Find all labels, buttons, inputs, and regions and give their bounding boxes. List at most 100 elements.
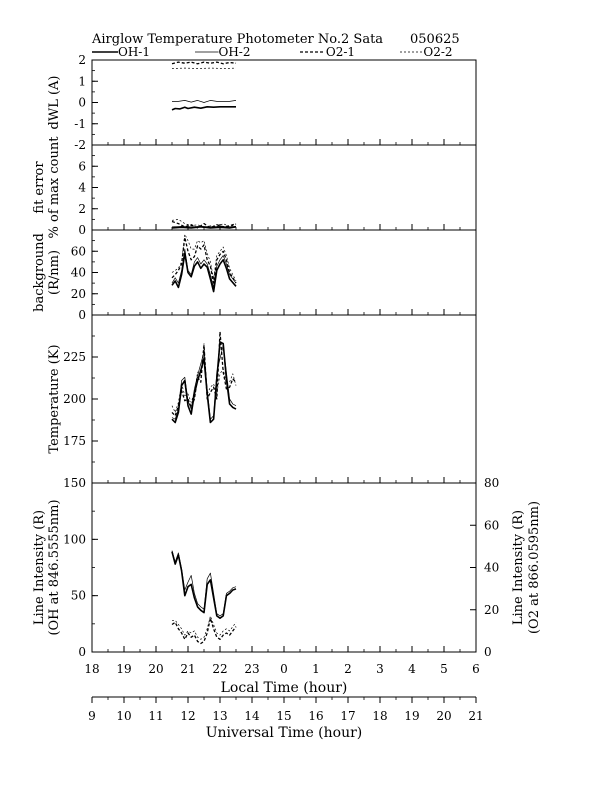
local-time-tick-label: 6: [472, 662, 480, 676]
y-tick-label: 0: [78, 223, 86, 237]
local-time-tick-label: 21: [180, 662, 195, 676]
panel-frame: [91, 482, 477, 653]
y-right-tick-label: 60: [484, 518, 499, 532]
legend-label-oh-1: OH-1: [118, 45, 150, 59]
y-tick-label: 200: [63, 392, 86, 406]
y-tick-label: 175: [63, 434, 86, 448]
universal-time-tick-label: 16: [308, 709, 323, 723]
y-right-axis-label: Line Intensity (R): [511, 510, 526, 625]
y-right-tick-label: 20: [484, 603, 499, 617]
y-tick-label: 100: [63, 532, 86, 546]
legend-label-bg: [118, 46, 152, 58]
series-o2-1: [171, 331, 237, 417]
series-o2-2: [171, 233, 237, 282]
universal-time-tick-label: 11: [148, 709, 163, 723]
chart-panels: -2 -1 0 1 2 dWL (A) 0 2 4 6 fit error% of max coun…: [32, 53, 542, 659]
universal-time-tick-label: 14: [244, 709, 260, 723]
y-axis-label-2: (OH at 846.5555nm): [47, 499, 62, 635]
legend-label-o2-1: O2-1: [326, 45, 355, 59]
y-tick-label: 0: [78, 308, 86, 322]
local-time-tick-label: 2: [344, 662, 352, 676]
y-tick-label: 60: [71, 244, 86, 258]
universal-time-tick-label: 17: [340, 709, 355, 723]
series-o2-2: [171, 343, 237, 413]
y-axis-label: dWL (A): [47, 76, 62, 130]
y-axis-label: background: [32, 233, 47, 312]
y-tick-label: 2: [78, 53, 86, 67]
y-axis-label: Line Intensity (R): [32, 510, 47, 625]
local-time-tick-label: 19: [116, 662, 131, 676]
local-time-tick-label: 1: [312, 662, 320, 676]
panel-frame: [91, 144, 477, 231]
series-oh-1: [171, 551, 237, 620]
panel-frame: [91, 314, 477, 484]
y-right-tick-label: 40: [484, 561, 499, 575]
y-tick-label: 0: [78, 96, 86, 110]
y-tick-label: 20: [71, 287, 86, 301]
universal-time-tick-label: 10: [116, 709, 131, 723]
legend-label-bg: [324, 46, 359, 58]
legend: OH-1 OH-2 O2-1 O2-2: [92, 45, 456, 59]
local-time-tick-label: 3: [376, 662, 384, 676]
series-oh-2: [172, 100, 237, 103]
local-time-tick-label: 20: [148, 662, 163, 676]
panel-frame: [91, 59, 477, 146]
local-time-axis-label: Local Time (hour): [221, 680, 348, 696]
legend-label-bg: [422, 46, 456, 58]
y-tick-label: -2: [74, 138, 86, 152]
universal-time-tick-label: 9: [88, 709, 96, 723]
y-right-tick-label: 0: [484, 645, 492, 659]
series-o2-2: [171, 219, 237, 229]
series-oh-2: [171, 248, 237, 288]
y-tick-label: 0: [78, 645, 86, 659]
y-tick-label: 150: [63, 476, 86, 490]
universal-time-tick-label: 20: [436, 709, 451, 723]
series-o2-1: [171, 220, 237, 229]
y-tick-label: 4: [78, 181, 86, 195]
universal-time-tick-label: 21: [468, 709, 483, 723]
universal-time-tick-label: 18: [372, 709, 387, 723]
local-time-tick-label: 4: [408, 662, 416, 676]
legend-label-o2-2: O2-2: [423, 45, 452, 59]
y-tick-label: -1: [74, 117, 86, 131]
y-tick-label: 225: [63, 350, 86, 364]
series-o2-2: [172, 615, 237, 640]
series-oh-1: [171, 106, 236, 111]
panel-frame: [91, 229, 477, 316]
universal-time-tick-label: 13: [212, 709, 227, 723]
universal-time-tick-label: 12: [180, 709, 195, 723]
y-axis-label-2: (R/nm): [47, 250, 62, 295]
figure-title: Airglow Temperature Photometer No.2 Sata: [91, 32, 383, 47]
y-right-tick-label: 80: [484, 476, 499, 490]
y-axis-label-2: % of max count: [47, 136, 62, 239]
series-oh-1: [171, 252, 237, 293]
panel-3: 0 20 40 60 background (R/nm): [32, 229, 477, 322]
local-time-tick-label: 22: [212, 662, 227, 676]
series-o2-1: [171, 61, 237, 65]
series-oh-1: [171, 341, 237, 424]
y-tick-label: 6: [78, 159, 86, 173]
local-time-tick-label: 0: [280, 662, 288, 676]
figure-date: 050625: [410, 32, 460, 47]
legend-label-bg: [218, 46, 253, 58]
y-axis-label: fit error: [32, 161, 47, 214]
y-right-axis-label-2: (O2 at 866.0595nm): [527, 501, 542, 634]
universal-time-tick-label: 19: [404, 709, 419, 723]
y-tick-label: 1: [78, 74, 86, 88]
y-tick-label: 40: [71, 266, 86, 280]
y-tick-label: 50: [71, 589, 86, 603]
legend-label-oh-2: OH-2: [219, 45, 251, 59]
local-time-tick-label: 23: [244, 662, 259, 676]
series-oh-2: [171, 550, 237, 617]
local-time-tick-label: 18: [84, 662, 99, 676]
series-o2-1: [171, 617, 237, 645]
universal-time-axis-label: Universal Time (hour): [206, 725, 363, 741]
y-axis-label: Temperature (K): [47, 344, 62, 453]
local-time-tick-label: 5: [440, 662, 448, 676]
universal-time-tick-label: 15: [276, 709, 291, 723]
panel-2: 0 2 4 6 fit error% of max count: [32, 136, 477, 239]
